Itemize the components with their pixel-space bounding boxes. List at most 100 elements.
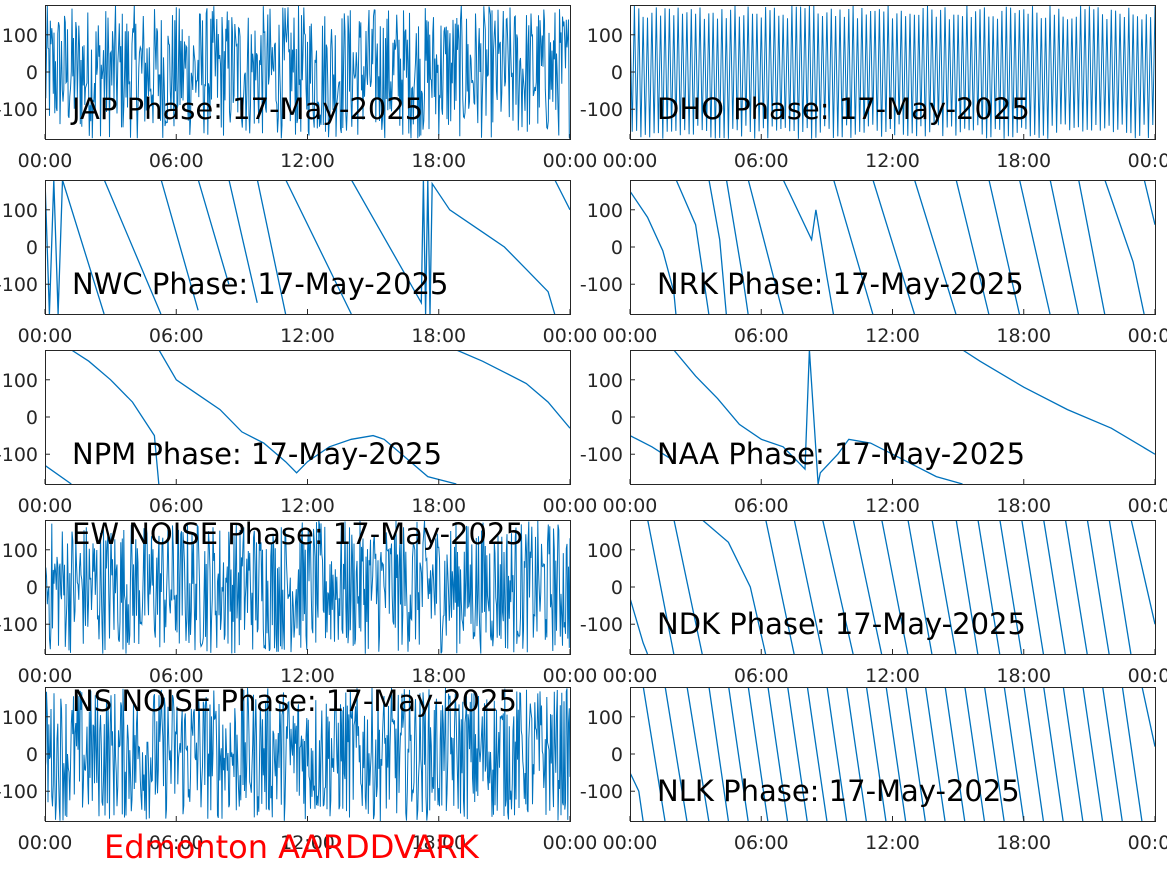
y-tick-label: 0 <box>26 407 38 429</box>
x-tick-label: 00:00 <box>543 325 598 347</box>
y-tick-label: -100 <box>0 274 38 296</box>
x-tick-label: 00:00 <box>543 832 598 854</box>
x-tick-label: 00:00 <box>543 495 598 517</box>
y-tick-label: 100 <box>2 540 38 562</box>
y-tick-label: 0 <box>611 237 623 259</box>
y-tick-label: 0 <box>611 407 623 429</box>
panel-title-ndk: NDK Phase: 17-May-2025 <box>657 607 1026 641</box>
panel-title-nlk: NLK Phase: 17-May-2025 <box>657 774 1020 808</box>
x-tick-label: 00:00 <box>18 832 73 854</box>
x-tick-label: 12:00 <box>865 832 920 854</box>
series-line-ndk <box>630 520 1155 654</box>
y-tick-label: -100 <box>0 614 38 636</box>
x-tick-label: 12:00 <box>865 495 920 517</box>
y-tick-label: -100 <box>580 614 623 636</box>
x-tick-label: 06:00 <box>734 495 789 517</box>
series-line-naa <box>630 350 1155 484</box>
panel-nwc: 100 0 -100 00:00 06:00 12:00 18:00 00:00 NWC Pha… <box>0 180 597 347</box>
y-tick-label: 0 <box>26 62 38 84</box>
panel-nrk: 100 0 -100 00:00 06:00 12:00 18:00 00:00 NRK Pha… <box>580 180 1167 347</box>
y-tick-label: -100 <box>580 99 623 121</box>
y-tick-label: 100 <box>2 25 38 47</box>
x-tick-label: 00:00 <box>18 150 73 172</box>
x-tick-label: 06:00 <box>734 832 789 854</box>
panel-naa: 100 0 -100 00:00 06:00 12:00 18:00 00:00 NAA Pha… <box>580 350 1167 517</box>
x-tick-label: 18:00 <box>411 495 466 517</box>
x-tick-label: 06:00 <box>149 495 204 517</box>
panel-title-naa: NAA Phase: 17-May-2025 <box>657 437 1025 471</box>
y-tick-label: 0 <box>611 577 623 599</box>
x-tick-label: 00:00 <box>1128 495 1167 517</box>
series-line-nwc <box>45 180 570 314</box>
x-tick-label: 12:00 <box>865 325 920 347</box>
y-tick-label: 0 <box>611 62 623 84</box>
x-tick-label: 18:00 <box>411 832 466 854</box>
x-tick-label: 00:00 <box>18 325 73 347</box>
x-tick-label: 12:00 <box>280 325 335 347</box>
y-tick-label: 100 <box>587 707 623 729</box>
x-tick-label: 06:00 <box>734 325 789 347</box>
x-tick-label: 12:00 <box>865 665 920 687</box>
x-tick-label: 00:00 <box>1128 665 1167 687</box>
y-tick-label: -100 <box>580 274 623 296</box>
y-tick-label: 100 <box>587 200 623 222</box>
panel-ns-noise: 100 0 -100 00:00 06:00 12:00 18:00 00:00 NS NOIS… <box>0 684 597 854</box>
x-tick-label: 18:00 <box>411 325 466 347</box>
x-tick-label: 00:00 <box>543 665 598 687</box>
x-tick-label: 00:00 <box>1128 325 1167 347</box>
x-tick-label: 12:00 <box>280 150 335 172</box>
x-tick-label: 12:00 <box>280 832 335 854</box>
x-tick-label: 06:00 <box>149 325 204 347</box>
x-tick-label: 00:00 <box>1128 150 1167 172</box>
series-line-ns-noise <box>45 687 570 821</box>
panel-ndk: 100 0 -100 00:00 06:00 12:00 18:00 00:00 NDK Pha… <box>580 520 1167 687</box>
series-line-npm <box>45 350 570 484</box>
y-tick-label: 100 <box>2 707 38 729</box>
x-tick-label: 00:00 <box>603 665 658 687</box>
x-tick-label: 06:00 <box>149 665 204 687</box>
x-tick-label: 00:00 <box>603 495 658 517</box>
panel-title-jap: JAP Phase: 17-May-2025 <box>70 92 423 126</box>
panel-npm: 100 0 -100 00:00 06:00 12:00 18:00 00:00 NPM Pha… <box>0 350 597 517</box>
x-tick-label: 18:00 <box>996 150 1051 172</box>
y-tick-label: 100 <box>587 370 623 392</box>
y-tick-label: 0 <box>26 744 38 766</box>
y-tick-label: -100 <box>0 99 38 121</box>
panel-title-dho: DHO Phase: 17-May-2025 <box>657 92 1030 126</box>
x-tick-label: 18:00 <box>411 665 466 687</box>
x-tick-label: 18:00 <box>996 832 1051 854</box>
series-line-ew-noise <box>45 520 570 654</box>
panel-title-ew-noise: EW NOISE Phase: 17-May-2025 <box>72 517 524 551</box>
y-tick-label: -100 <box>580 781 623 803</box>
panel-title-ns-noise: NS NOISE Phase: 17-May-2025 <box>72 684 517 718</box>
y-tick-label: 0 <box>611 744 623 766</box>
y-tick-label: 100 <box>587 25 623 47</box>
y-tick-label: 0 <box>26 577 38 599</box>
x-tick-label: 00:00 <box>18 665 73 687</box>
x-tick-label: 12:00 <box>280 665 335 687</box>
panel-nlk: 100 0 -100 00:00 06:00 12:00 18:00 00:00 NLK Pha… <box>580 687 1167 854</box>
y-tick-label: 100 <box>587 540 623 562</box>
series-line-jap <box>45 5 570 139</box>
series-line-dho <box>630 5 1155 139</box>
y-tick-label: -100 <box>580 444 623 466</box>
x-tick-label: 06:00 <box>734 150 789 172</box>
footer-title: Edmonton AARDDVARK <box>104 828 480 866</box>
panel-dho: 100 0 -100 00:00 06:00 12:00 18:00 00:00 DHO Pha… <box>580 5 1167 172</box>
y-tick-label: -100 <box>0 444 38 466</box>
panel-title-npm: NPM Phase: 17-May-2025 <box>72 437 442 471</box>
panel-ew-noise: 100 0 -100 00:00 06:00 12:00 18:00 00:00 EW NOIS… <box>0 517 597 687</box>
x-tick-label: 06:00 <box>734 665 789 687</box>
panel-jap: 100 0 -100 00:00 06:00 12:00 18:00 00:00 JAP Pha… <box>0 5 597 172</box>
x-tick-label: 18:00 <box>996 325 1051 347</box>
y-tick-label: 0 <box>26 237 38 259</box>
x-tick-label: 00:00 <box>603 150 658 172</box>
x-tick-label: 00:00 <box>18 495 73 517</box>
y-tick-label: 100 <box>2 370 38 392</box>
x-tick-label: 12:00 <box>280 495 335 517</box>
x-tick-label: 00:00 <box>603 832 658 854</box>
panel-title-nrk: NRK Phase: 17-May-2025 <box>657 267 1024 301</box>
series-line-nlk <box>630 687 1155 821</box>
x-tick-label: 18:00 <box>996 665 1051 687</box>
